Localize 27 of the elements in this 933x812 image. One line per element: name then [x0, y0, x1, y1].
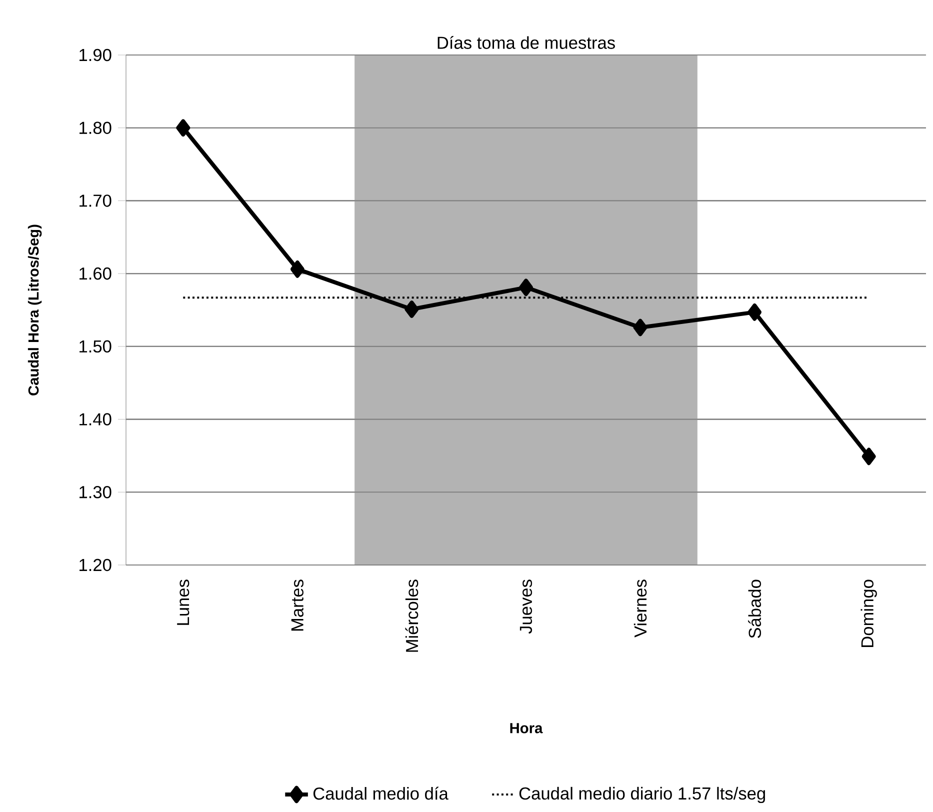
x-tick-label: Sábado: [748, 580, 762, 638]
point: [290, 260, 304, 278]
y-tick-label: 1.60: [80, 267, 112, 280]
y-tick-label: 1.30: [80, 486, 112, 498]
x-tick-label: Lunes: [177, 580, 190, 625]
y-tick-label: 1.80: [80, 122, 112, 134]
point: [748, 304, 762, 321]
y-tick-label: 1.40: [80, 413, 112, 426]
x-tick-label: Jueves: [520, 580, 532, 634]
x-tick-label: Martes: [291, 580, 304, 631]
point: [518, 278, 533, 296]
point: [633, 318, 648, 336]
y-axis-title: Caudal Hora (Litros/Seg): [28, 224, 42, 396]
x-axis-title: Hora: [510, 723, 543, 734]
x-tick-label: Viernes: [634, 580, 647, 638]
point: [404, 300, 419, 318]
x-tick-label: Domingo: [860, 580, 877, 647]
y-tick-label: 1.70: [80, 194, 112, 207]
legend-label: Caudal medio día: [313, 786, 448, 800]
legend-label: Caudal medio diario 1.57 lts/seg: [519, 786, 765, 804]
x-tick-label: Miércoles: [405, 580, 418, 652]
y-tick-label: 1.20: [80, 558, 112, 572]
y-tick-label: 1.90: [80, 48, 112, 62]
point: [176, 119, 190, 137]
y-tick-label: 1.50: [80, 340, 112, 353]
point: [862, 448, 876, 466]
band-label: Días toma de muestras: [438, 36, 615, 49]
